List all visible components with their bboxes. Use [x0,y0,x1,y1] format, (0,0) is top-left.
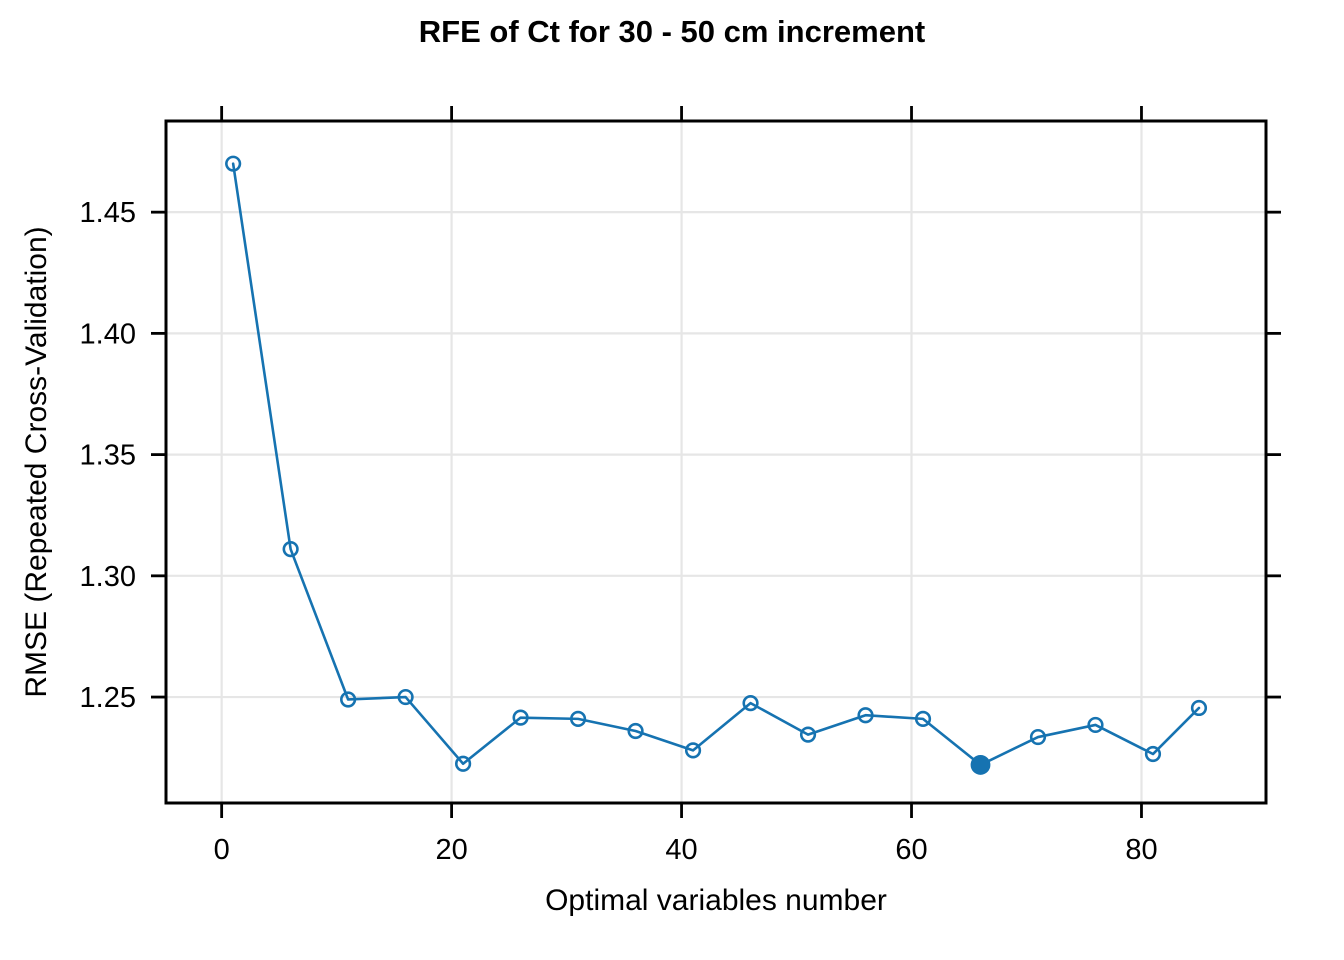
data-point-marker [340,691,357,708]
data-point-marker [627,722,644,740]
x-tick-label: 60 [895,834,927,866]
data-point-marker [1087,716,1104,734]
tick-layer [151,106,1281,818]
x-tick-label: 20 [435,834,467,866]
grid-layer [166,121,1266,803]
data-point-marker [455,755,472,772]
x-tick-label: 0 [214,834,230,866]
data-point-marker [742,695,759,712]
y-axis-label: RMSE (Repeated Cross-Validation) [20,226,53,697]
best-point-marker [970,755,991,775]
y-tick-label: 1.30 [80,561,136,593]
data-point-marker [512,709,529,726]
y-tick-label: 1.45 [80,197,136,229]
data-point-marker [282,541,299,558]
data-point-marker [1190,699,1208,717]
x-tick-label: 40 [665,834,697,866]
data-point-marker [1029,728,1047,746]
series-line [231,162,1201,767]
y-tick-label: 1.35 [80,440,136,472]
y-tick-label: 1.25 [80,682,136,714]
series-layer [225,155,1208,775]
plot-border [164,119,1268,805]
x-tick-label: 80 [1125,834,1157,866]
data-point-marker [857,707,874,724]
data-point-marker [684,742,702,759]
chart-title: RFE of Ct for 30 - 50 cm increment [419,14,925,49]
data-point-marker [225,155,242,172]
y-tick-label: 1.40 [80,318,136,350]
data-point-marker [914,710,932,727]
tick-label-layer: 0 20 40 60 80 1.25 1.30 1.35 1.40 1.45 [80,197,1158,866]
x-axis-label: Optimal variables number [545,884,887,917]
data-point-marker [1144,745,1162,763]
data-point-marker [569,710,587,727]
data-point-marker [799,726,817,743]
plot-frame-layer [164,119,1268,805]
data-point-marker [397,688,414,706]
